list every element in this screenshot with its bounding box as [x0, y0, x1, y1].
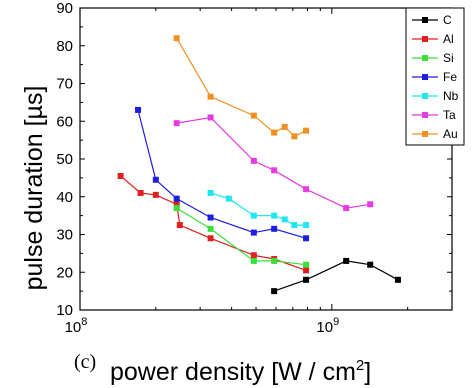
series-c	[271, 257, 401, 295]
plot-frame	[79, 7, 453, 311]
data-point	[271, 288, 278, 295]
y-tick-label: 70	[56, 76, 73, 93]
ticks: 10 20 30 40 50 60 70 80 90 108 109	[56, 0, 453, 336]
data-point	[250, 157, 257, 164]
legend: C Al Si Fe Nb Ta Au	[405, 7, 465, 146]
series-al	[117, 172, 310, 274]
data-point	[281, 123, 288, 130]
series-ta	[173, 114, 374, 212]
data-point	[271, 257, 278, 264]
data-point	[173, 205, 180, 212]
legend-item-al: Al	[412, 32, 454, 46]
data-point	[291, 222, 298, 229]
y-tick-label: 30	[56, 227, 73, 244]
legend-label: Nb	[443, 89, 459, 103]
y-tick-label: 80	[56, 38, 73, 55]
data-point	[250, 257, 257, 264]
data-point	[207, 114, 214, 121]
y-tick-label: 10	[56, 302, 73, 319]
data-point	[250, 229, 257, 236]
data-point	[135, 106, 142, 113]
x-axis-title-main: power density [W / cm	[110, 358, 356, 386]
data-point	[271, 129, 278, 136]
series-nb	[207, 189, 310, 229]
data-point	[207, 189, 214, 196]
data-point	[303, 276, 310, 283]
data-point	[303, 186, 310, 193]
legend-item-c: C	[412, 13, 452, 27]
data-point	[250, 212, 257, 219]
data-point	[207, 214, 214, 221]
data-point	[173, 120, 180, 127]
legend-label: Ta	[443, 108, 456, 122]
x-tick-label: 109	[316, 316, 339, 336]
data-point	[225, 195, 232, 202]
legend-marker	[422, 93, 428, 99]
legend-label: Al	[443, 32, 454, 46]
data-point	[343, 257, 350, 264]
data-point	[281, 216, 288, 223]
data-point	[303, 222, 310, 229]
data-point	[303, 235, 310, 242]
legend-marker	[422, 131, 428, 137]
data-point	[207, 93, 214, 100]
x-axis-title-end: ]	[364, 358, 371, 386]
legend-item-nb: Nb	[412, 89, 459, 103]
legend-label: Au	[443, 127, 458, 141]
data-point	[207, 225, 214, 232]
y-tick-label: 40	[56, 189, 73, 206]
series-line	[176, 37, 307, 138]
data-point	[250, 252, 257, 259]
data-point	[117, 172, 124, 179]
axes	[79, 7, 453, 311]
data-point	[176, 222, 183, 229]
data-point	[152, 176, 159, 183]
data-point	[152, 191, 159, 198]
data-point	[303, 267, 310, 274]
y-tick-label: 60	[56, 113, 73, 130]
data-point	[367, 201, 374, 208]
data-point	[303, 127, 310, 134]
legend-label: C	[443, 13, 452, 27]
data-point	[367, 261, 374, 268]
data-point	[173, 201, 180, 208]
data-point	[303, 261, 310, 268]
legend-marker	[422, 112, 428, 118]
data-point	[250, 112, 257, 119]
legend-item-ta: Ta	[412, 108, 456, 122]
y-tick-label: 50	[56, 151, 73, 168]
legend-item-au: Au	[412, 127, 458, 141]
x-axis-title-sup: 2	[356, 357, 364, 374]
legend-marker	[422, 55, 428, 61]
data-point	[173, 195, 180, 202]
x-tick-label: 108	[65, 316, 88, 336]
y-axis-title: pulse duration [µs]	[20, 86, 48, 291]
legend-marker	[422, 17, 428, 23]
data-point	[137, 189, 144, 196]
legend-item-fe: Fe	[412, 70, 457, 84]
series-line	[210, 192, 307, 226]
legend-marker	[422, 74, 428, 80]
y-tick-label: 90	[56, 0, 73, 17]
legend-marker	[422, 36, 428, 42]
data-point	[394, 276, 401, 283]
data-point	[271, 167, 278, 174]
series-si	[173, 205, 310, 268]
data-point	[291, 133, 298, 140]
legend-label: Fe	[443, 70, 457, 84]
y-tick-label: 20	[56, 264, 73, 281]
series-fe	[135, 106, 310, 242]
data-point	[343, 205, 350, 212]
legend-label: Si	[443, 51, 454, 65]
series-area	[117, 35, 401, 295]
series-au	[173, 35, 310, 140]
data-point	[271, 225, 278, 232]
data-point	[271, 212, 278, 219]
data-point	[207, 235, 214, 242]
data-point	[173, 35, 180, 42]
panel-label: (c)	[74, 351, 96, 373]
legend-item-si: Si	[412, 51, 454, 65]
x-axis-title: power density [W / cm2]	[110, 357, 371, 386]
